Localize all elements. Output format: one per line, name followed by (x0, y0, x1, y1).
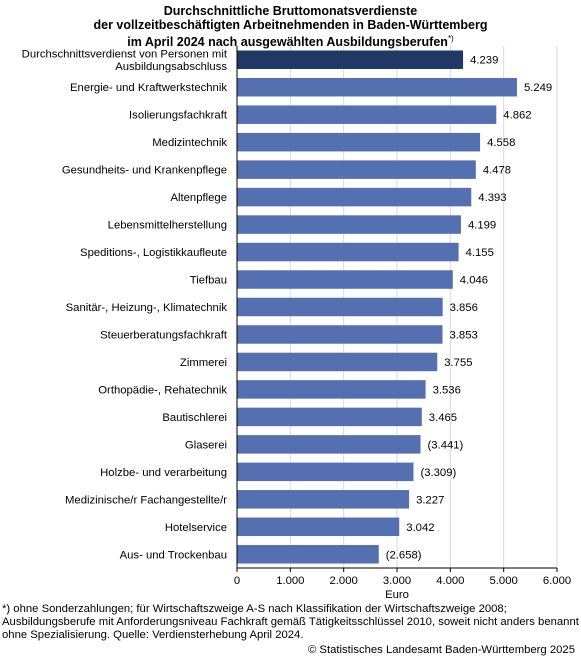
bar (237, 187, 472, 207)
category-label: Energie- und Kraftwerkstechnik (70, 82, 227, 94)
category-label: Zimmerei (180, 357, 227, 369)
value-label: 4.862 (503, 110, 531, 122)
chart-title-line-3-text: im April 2024 nach ausgewählten Ausbildu… (127, 35, 448, 50)
value-label: 4.046 (460, 275, 488, 287)
category-label: Hotelservice (165, 522, 227, 534)
value-label: 3.853 (449, 329, 477, 341)
bar (237, 545, 379, 564)
bar (237, 435, 421, 454)
footnote: *) ohne Sonderzahlungen; für Wirtschafts… (2, 603, 579, 642)
bar (237, 160, 476, 179)
category-label: Tiefbau (190, 275, 227, 287)
bar (237, 462, 414, 482)
value-label: 3.856 (450, 302, 478, 314)
x-tick-label: 5.000 (490, 575, 518, 587)
x-tick-label: 3.000 (383, 575, 411, 587)
category-label: Orthopädie-, Rehatechnik (98, 384, 227, 396)
bar (237, 517, 400, 537)
chart-title: Durchschnittliche Bruttomonatsverdienste… (0, 4, 581, 50)
category-label: Medizintechnik (152, 137, 227, 149)
copyright: © Statistisches Landesamt Baden-Württemb… (307, 644, 575, 656)
category-label: Aus- und Trockenbau (120, 549, 227, 561)
category-label: Medizinische/r Fachangestellte/r (65, 494, 227, 506)
bar-chart: 4.239 Durchschnittsverdienst von Personen… (22, 46, 571, 600)
bar (237, 77, 517, 97)
bar (237, 380, 426, 399)
bar (237, 132, 481, 152)
x-tick-label: 0 (234, 575, 240, 587)
bar (237, 325, 443, 344)
value-label: 3.465 (429, 412, 457, 424)
category-label: Speditions-, Logistikkaufleute (80, 247, 227, 259)
category-label: Gesundheits- und Krankenpflege (62, 165, 227, 177)
value-label: 3.536 (433, 384, 461, 396)
value-label: 5.249 (524, 82, 552, 94)
category-label: Holzbe- und verarbeitung (100, 467, 227, 479)
category-label: Altenpflege (170, 192, 227, 204)
value-label: 3.042 (406, 522, 434, 534)
bar (237, 490, 410, 509)
category-label: Lebensmittelherstellung (108, 220, 227, 232)
bar (237, 270, 453, 289)
category-label: Isolierungsfachkraft (129, 110, 228, 122)
chart-title-line-1: Durchschnittliche Bruttomonatsverdienste (163, 4, 418, 18)
chart-title-line-2: der vollzeitbeschäftigten Arbeitnehmende… (93, 17, 488, 32)
x-tick-label: 1.000 (276, 575, 304, 587)
x-tick-label: 2.000 (330, 575, 358, 587)
x-axis-label: Euro (385, 589, 409, 600)
bar (237, 242, 459, 262)
bar (237, 50, 464, 69)
value-label: 3.755 (444, 357, 472, 369)
value-label: 3.227 (416, 494, 444, 506)
chart-title-line-3: im April 2024 nach ausgewählten Ausbildu… (0, 32, 581, 50)
category-label: Steuerberatungsfachkraft (100, 329, 228, 341)
footnote-marker: *) (447, 34, 454, 43)
value-label: 4.478 (483, 165, 511, 177)
value-label: 4.558 (487, 137, 515, 149)
value-label: 4.239 (470, 55, 498, 67)
value-label: 4.155 (466, 247, 494, 259)
bar (237, 407, 422, 427)
bar (237, 297, 443, 317)
bar (237, 352, 438, 372)
category-label: Bautischlerei (162, 412, 227, 424)
category-label: Ausbildungsabschluss (115, 61, 227, 73)
value-label: 4.199 (468, 220, 496, 232)
x-tick-label: 6.000 (543, 575, 571, 587)
bar (237, 105, 497, 124)
bar (237, 215, 461, 234)
value-label: (2.658) (386, 549, 422, 561)
value-label: 4.393 (478, 192, 506, 204)
category-label: Glaserei (185, 439, 227, 451)
x-tick-label: 4.000 (436, 575, 464, 587)
category-label: Sanitär-, Heizung-, Klimatechnik (66, 302, 228, 314)
category-label: Durchschnittsverdienst von Personen mit (22, 48, 228, 60)
value-label: (3.441) (428, 439, 464, 451)
value-label: (3.309) (420, 467, 456, 479)
